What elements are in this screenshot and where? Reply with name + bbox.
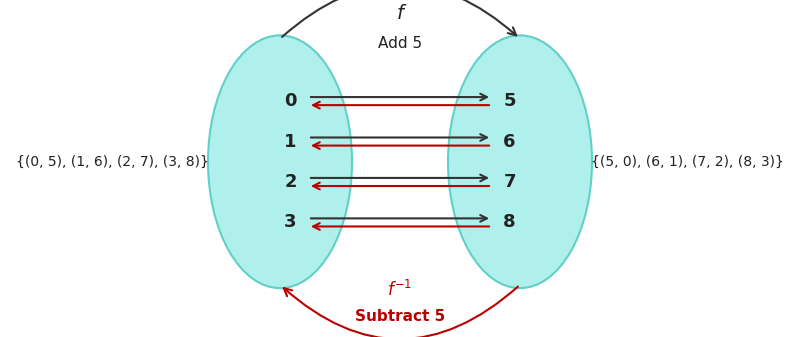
Text: $f^{-1}$: $f^{-1}$ (387, 280, 413, 300)
Ellipse shape (208, 35, 352, 288)
Text: 1: 1 (284, 132, 297, 151)
Text: 7: 7 (503, 173, 516, 191)
Text: Add 5: Add 5 (378, 36, 422, 51)
Text: 6: 6 (503, 132, 516, 151)
Text: 5: 5 (503, 92, 516, 110)
Text: f: f (397, 4, 403, 23)
Text: 2: 2 (284, 173, 297, 191)
Text: 0: 0 (284, 92, 297, 110)
Text: Subtract 5: Subtract 5 (355, 309, 445, 324)
Text: {(0, 5), (1, 6), (2, 7), (3, 8)}: {(0, 5), (1, 6), (2, 7), (3, 8)} (16, 155, 209, 169)
Text: 3: 3 (284, 213, 297, 232)
Ellipse shape (448, 35, 592, 288)
Text: 8: 8 (503, 213, 516, 232)
Text: {(5, 0), (6, 1), (7, 2), (8, 3)}: {(5, 0), (6, 1), (7, 2), (8, 3)} (591, 155, 784, 169)
